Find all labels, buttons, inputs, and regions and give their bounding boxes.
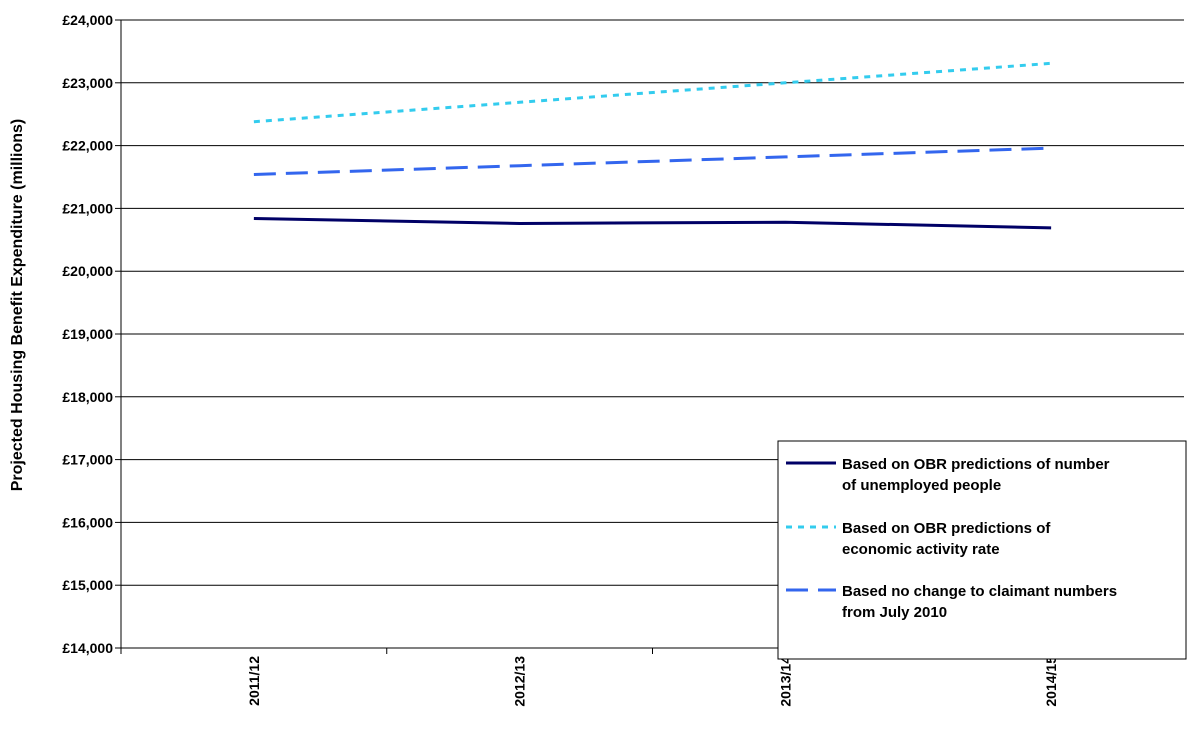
series-lines [253, 61, 1052, 230]
y-tick-label: £16,000 [62, 514, 113, 530]
legend-label: from July 2010 [842, 604, 947, 621]
y-tick-label: £15,000 [62, 577, 113, 593]
series-line-1 [253, 216, 1052, 230]
legend: Based on OBR predictions of number of une… [777, 440, 1187, 660]
y-tick-label: £19,000 [62, 326, 113, 342]
legend-label: economic activity rate [842, 541, 1000, 558]
gridlines [121, 19, 1184, 649]
x-tick-label: 2013/14 [777, 656, 793, 707]
series-line-3 [253, 146, 1052, 176]
legend-label: Based no change to claimant numbers [842, 583, 1117, 600]
y-tick-label: £22,000 [62, 138, 113, 154]
y-tick-label: £23,000 [62, 75, 113, 91]
series-line-2 [253, 61, 1052, 124]
legend-box [777, 440, 1187, 660]
legend-label: Based on OBR predictions of [842, 520, 1051, 537]
y-tick-label: £14,000 [62, 640, 113, 656]
y-tick-label: £20,000 [62, 263, 113, 279]
x-tick-label: 2012/13 [512, 656, 528, 707]
x-tick-label: 2011/12 [246, 656, 262, 706]
y-tick-label: £18,000 [62, 389, 113, 405]
legend-label: of unemployed people [842, 477, 1001, 494]
y-axis-title: Projected Housing Benefit Expenditure (m… [9, 119, 26, 491]
x-tick-label: 2014/15 [1043, 656, 1059, 707]
legend-label: Based on OBR predictions of number [842, 456, 1110, 473]
x-tick-labels: 2011/12 2012/13 2013/14 2014/15 [246, 656, 1059, 707]
y-tick-labels: £14,000 £15,000 £16,000 £17,000 £18,000 £19,0… [62, 12, 113, 656]
y-tick-label: £24,000 [62, 12, 113, 28]
y-tick-label: £21,000 [62, 200, 113, 216]
y-tick-label: £17,000 [62, 452, 113, 468]
